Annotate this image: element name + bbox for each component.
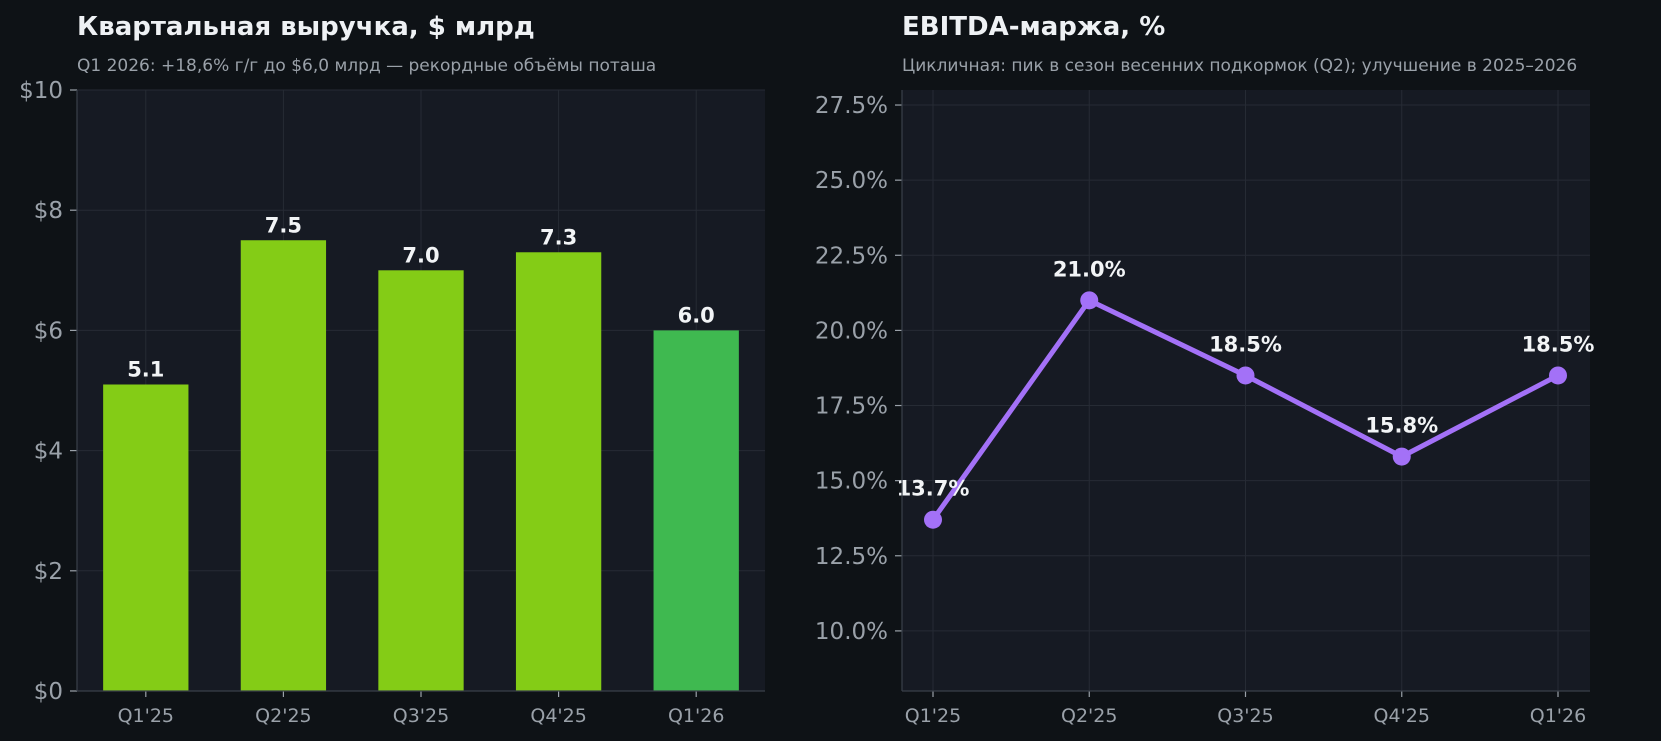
x-tick-label: Q1'26 [668, 705, 724, 727]
chart-title: EBITDA-маржа, % [902, 12, 1165, 42]
data-label: 18.5% [1209, 332, 1282, 356]
data-point [1549, 366, 1567, 385]
bar [378, 270, 464, 691]
x-tick-label: Q4'25 [530, 705, 586, 727]
y-tick-label: 20.0% [815, 318, 888, 344]
chart-subtitle: Q1 2026: +18,6% г/г до $6,0 млрд — рекор… [77, 56, 656, 76]
data-label: 5.1 [127, 357, 164, 381]
bar [515, 252, 602, 691]
y-tick-label: 27.5% [815, 93, 888, 119]
x-tick-label: Q2'25 [1061, 705, 1117, 727]
y-tick-label: 22.5% [815, 243, 888, 269]
y-tick-label: $0 [34, 679, 63, 705]
x-tick-label: Q1'25 [905, 705, 961, 727]
data-point [1236, 366, 1255, 385]
data-label: 7.5 [265, 213, 302, 237]
y-tick-label: $2 [34, 559, 63, 585]
x-tick-label: Q4'25 [1374, 705, 1430, 727]
bar [103, 384, 189, 691]
revenue-bar-chart: Квартальная выручка, $ млрд Q1 2026: +18… [19, 12, 765, 727]
bar [240, 240, 327, 691]
bar [653, 330, 739, 691]
y-tick-label: 12.5% [815, 544, 888, 570]
chart-title: Квартальная выручка, $ млрд [77, 12, 535, 42]
chart-subtitle: Цикличная: пик в сезон весенних подкормо… [902, 56, 1577, 76]
x-tick-label: Q3'25 [1217, 705, 1273, 727]
ebitda-margin-line-chart: EBITDA-маржа, % Цикличная: пик в сезон в… [815, 12, 1595, 727]
data-point [1392, 447, 1411, 466]
y-tick-label: 10.0% [815, 619, 888, 645]
data-label: 21.0% [1053, 257, 1126, 281]
y-tick-label: $6 [34, 318, 63, 344]
data-point [924, 510, 942, 529]
data-point [1080, 291, 1099, 310]
data-label: 7.0 [402, 243, 439, 267]
x-tick-label: Q1'25 [118, 705, 174, 727]
x-tick-label: Q2'25 [255, 705, 311, 727]
y-tick-label: $4 [34, 439, 63, 465]
data-label: 6.0 [678, 303, 715, 327]
y-tick-label: 15.0% [815, 469, 888, 495]
y-tick-label: $8 [34, 198, 63, 224]
data-label: 7.3 [540, 225, 577, 249]
data-label: 13.7% [897, 477, 970, 501]
x-tick-label: Q3'25 [393, 705, 449, 727]
y-tick-label: $10 [19, 78, 63, 104]
y-tick-label: 17.5% [815, 394, 888, 420]
x-tick-label: Q1'26 [1530, 705, 1586, 727]
data-label: 18.5% [1522, 332, 1595, 356]
y-tick-label: 25.0% [815, 168, 888, 194]
data-label: 15.8% [1365, 414, 1438, 438]
